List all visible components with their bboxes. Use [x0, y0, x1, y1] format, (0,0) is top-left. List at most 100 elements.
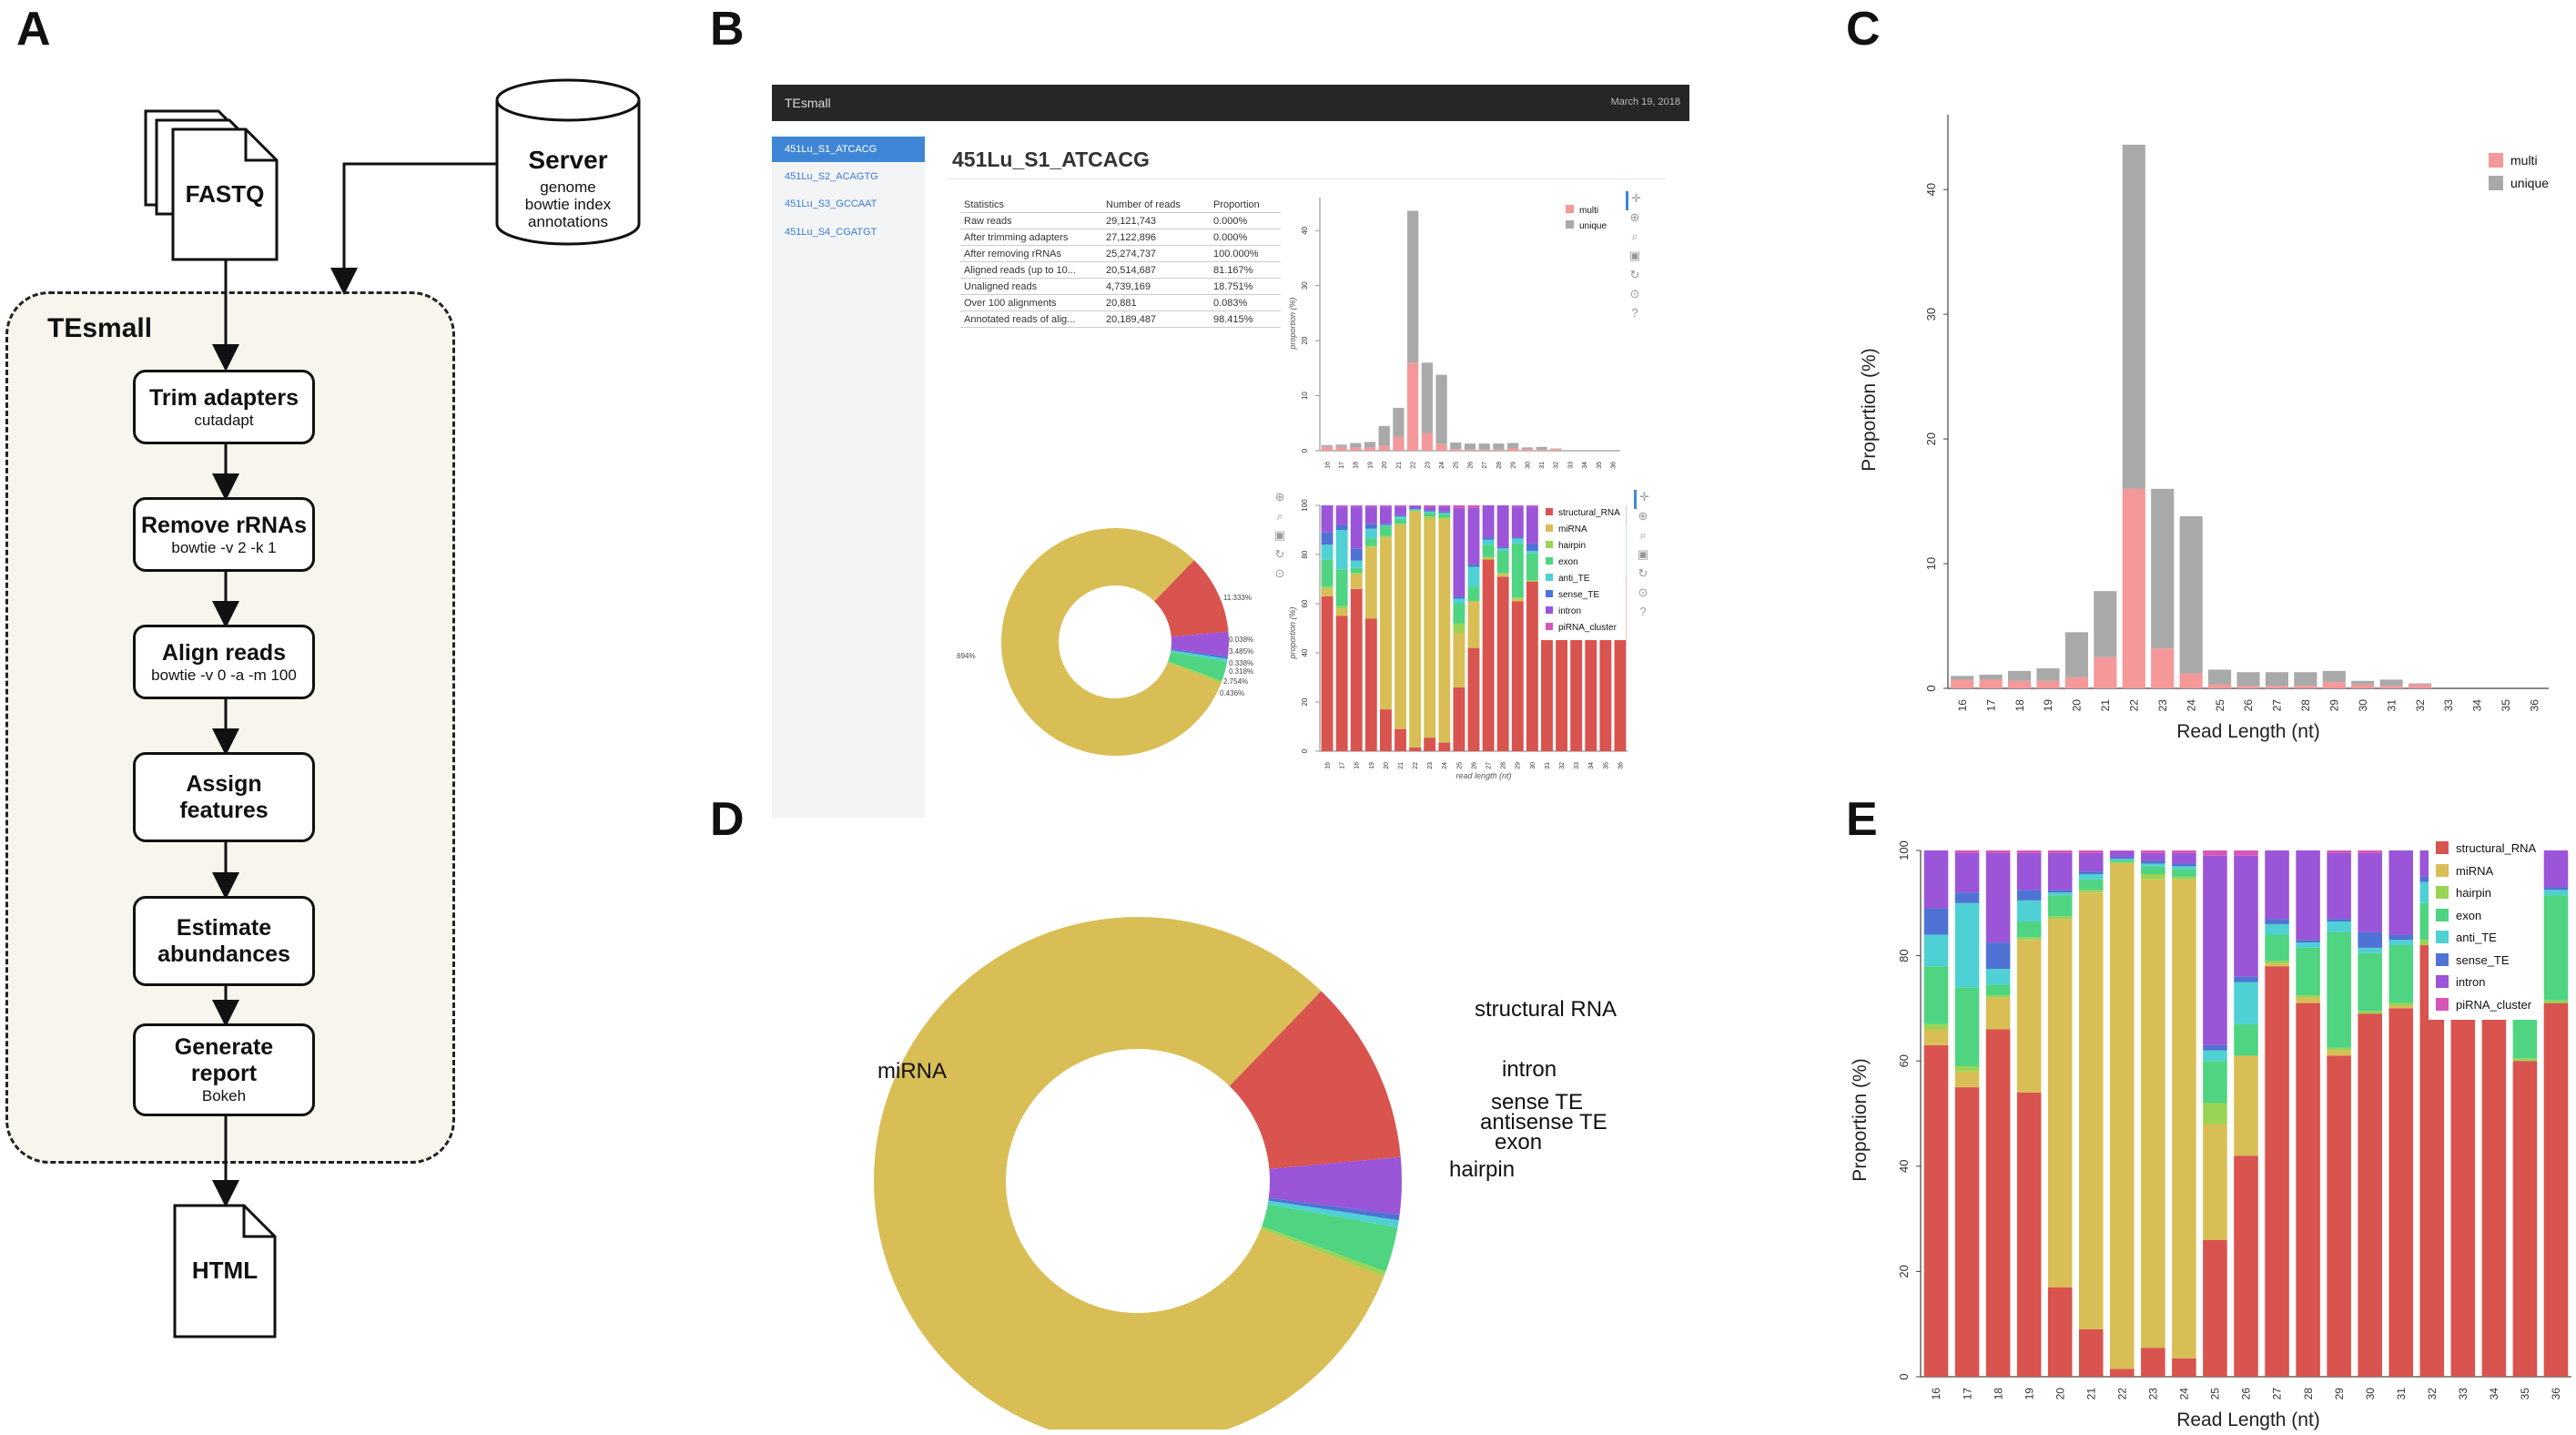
- x-tick-label: 18: [2013, 699, 2026, 712]
- bar-segment-miRNA: [1394, 524, 1406, 729]
- x-tick-label: 36: [1611, 462, 1618, 469]
- bar-segment-structural_RNA: [1424, 738, 1436, 751]
- y-tick-label: 80: [1301, 550, 1309, 558]
- bar-segment-anti_TE: [2265, 923, 2289, 935]
- box-zoom-icon[interactable]: ⌕: [1639, 528, 1647, 542]
- bar-segment-exon: [1350, 567, 1363, 574]
- save-icon[interactable]: ▣: [1273, 528, 1286, 542]
- donut-label: structural RNA: [1475, 997, 1617, 1022]
- bar-segment-piRNA_cluster: [1424, 505, 1436, 507]
- sidebar-item-sample-4[interactable]: 451Lu_S4_CGATGT: [785, 227, 877, 238]
- bar-segment-anti_TE: [2234, 982, 2258, 1024]
- mini-length-toolbar: ✛ ⊕ ⌕ ▣ ↻ ⊙?: [1626, 191, 1644, 325]
- bar-segment-intron: [2141, 852, 2165, 861]
- report-date: March 19, 2018: [1610, 97, 1680, 107]
- bar-segment-structural_RNA: [1364, 618, 1377, 751]
- donut-slice-structural-RNA: [1154, 560, 1229, 637]
- bar-segment-hairpin: [1526, 580, 1538, 582]
- title-divider: [947, 178, 1666, 179]
- legend-label: structural_RNA: [2456, 841, 2537, 855]
- bar-segment-multi: [2379, 686, 2403, 688]
- help-icon[interactable]: ?: [1639, 605, 1647, 618]
- y-tick-label: 20: [1301, 336, 1309, 344]
- panel-label-c: C: [1846, 3, 1881, 56]
- server-database-icon: [495, 78, 641, 246]
- bar-segment-hairpin: [1453, 623, 1465, 634]
- legend-label: intron: [2456, 975, 2486, 989]
- bar-segment-intron: [2265, 850, 2289, 920]
- bar-segment-sense_TE: [1511, 537, 1524, 539]
- sidebar-item-sample-3[interactable]: 451Lu_S3_GCCAAT: [785, 198, 877, 209]
- bar-segment-piRNA_cluster: [2358, 850, 2382, 853]
- legend-label: multi: [2510, 153, 2538, 168]
- box-zoom-icon[interactable]: ⌕: [1631, 229, 1638, 243]
- reset-icon[interactable]: ↻: [1629, 268, 1640, 281]
- table-cell: 27,122,896: [1102, 229, 1210, 246]
- table-header[interactable]: Number of reads: [1102, 197, 1210, 213]
- x-tick-label: 31: [2385, 699, 2398, 712]
- box-zoom-icon[interactable]: ⌕: [1276, 509, 1283, 523]
- wheel-icon[interactable]: ⊙: [1638, 585, 1648, 599]
- bar-segment-exon: [2047, 895, 2073, 917]
- bar-segment-piRNA_cluster: [1335, 505, 1348, 507]
- donut-slice-intron: [1171, 631, 1229, 656]
- bar-segment-sense_TE: [1335, 524, 1348, 530]
- help-icon[interactable]: ?: [1631, 306, 1638, 320]
- bar-segment-anti_TE: [1453, 598, 1465, 604]
- bar-segment-exon: [1453, 604, 1465, 624]
- step-tool: cutadapt: [194, 411, 254, 429]
- sidebar-item-sample-1[interactable]: 451Lu_S1_ATCACG: [772, 137, 925, 162]
- bar-segment-multi: [2236, 686, 2260, 688]
- bar-segment-anti_TE: [2296, 942, 2320, 948]
- bar-segment-piRNA_cluster: [1350, 505, 1363, 507]
- sidebar-item-sample-2[interactable]: 451Lu_S2_ACAGTG: [785, 171, 878, 182]
- bar-segment-sense_TE: [1954, 892, 1980, 903]
- bar-segment-piRNA_cluster: [1453, 505, 1465, 508]
- table-cell: Unaligned reads: [960, 278, 1102, 295]
- x-tick-label: 30: [2364, 1388, 2377, 1400]
- zoom-icon[interactable]: ⊕: [1638, 509, 1648, 523]
- bar-segment-structural_RNA: [1923, 1044, 1949, 1377]
- y-axis-title: Proportion (%): [1850, 1058, 1871, 1181]
- bar-segment-structural_RNA: [2110, 1369, 2135, 1377]
- y-tick-label: 40: [1301, 648, 1309, 656]
- legend-swatch: [1546, 508, 1553, 515]
- bar-segment-exon: [2327, 931, 2351, 1048]
- save-icon[interactable]: ▣: [1628, 249, 1641, 262]
- wheel-icon[interactable]: ⊙: [1629, 287, 1640, 300]
- legend-swatch: [1546, 524, 1553, 532]
- legend-label: hairpin: [1558, 541, 1587, 551]
- pan-icon[interactable]: ✛: [1626, 191, 1644, 210]
- bar-segment-anti_TE: [2358, 947, 2382, 953]
- table-cell: 25,274,737: [1102, 245, 1210, 262]
- bar-segment-piRNA_cluster: [2047, 850, 2073, 853]
- x-tick-label: 36: [2528, 699, 2541, 712]
- x-tick-label: 30: [2357, 699, 2369, 712]
- table-cell: 4,739,169: [1102, 278, 1210, 295]
- save-icon[interactable]: ▣: [1637, 547, 1649, 561]
- legend-swatch: [2436, 997, 2449, 1011]
- legend-swatch: [2436, 886, 2449, 899]
- bar-segment-anti_TE: [2203, 1050, 2227, 1062]
- reset-icon[interactable]: ↻: [1638, 566, 1648, 580]
- reset-icon[interactable]: ↻: [1274, 547, 1285, 561]
- table-header[interactable]: Proportion: [1210, 197, 1281, 213]
- x-tick-label: 23: [2147, 1388, 2160, 1400]
- x-tick-label: 28: [1496, 462, 1503, 469]
- zoom-icon[interactable]: ⊕: [1274, 490, 1285, 504]
- pan-icon[interactable]: ✛: [1634, 490, 1652, 509]
- bar-segment-miRNA: [2296, 997, 2320, 1003]
- x-tick-label: 31: [1545, 762, 1551, 769]
- step-generate-report: Generate report Bokeh: [133, 1023, 315, 1116]
- y-tick-label: 10: [1301, 392, 1309, 400]
- zoom-icon[interactable]: ⊕: [1629, 210, 1640, 224]
- bar-segment-piRNA_cluster: [2234, 850, 2258, 856]
- bar-segment-hairpin: [1379, 535, 1392, 538]
- wheel-icon[interactable]: ⊙: [1274, 566, 1285, 580]
- bar-segment-anti_TE: [1496, 548, 1509, 551]
- server-line-bowtie: bowtie index: [524, 196, 612, 213]
- bar-segment-anti_TE: [1438, 513, 1451, 514]
- table-header[interactable]: Statistics: [960, 197, 1102, 213]
- donut-percent-label: 2.754%: [1223, 677, 1248, 686]
- pipeline-connectors: [144, 78, 641, 1338]
